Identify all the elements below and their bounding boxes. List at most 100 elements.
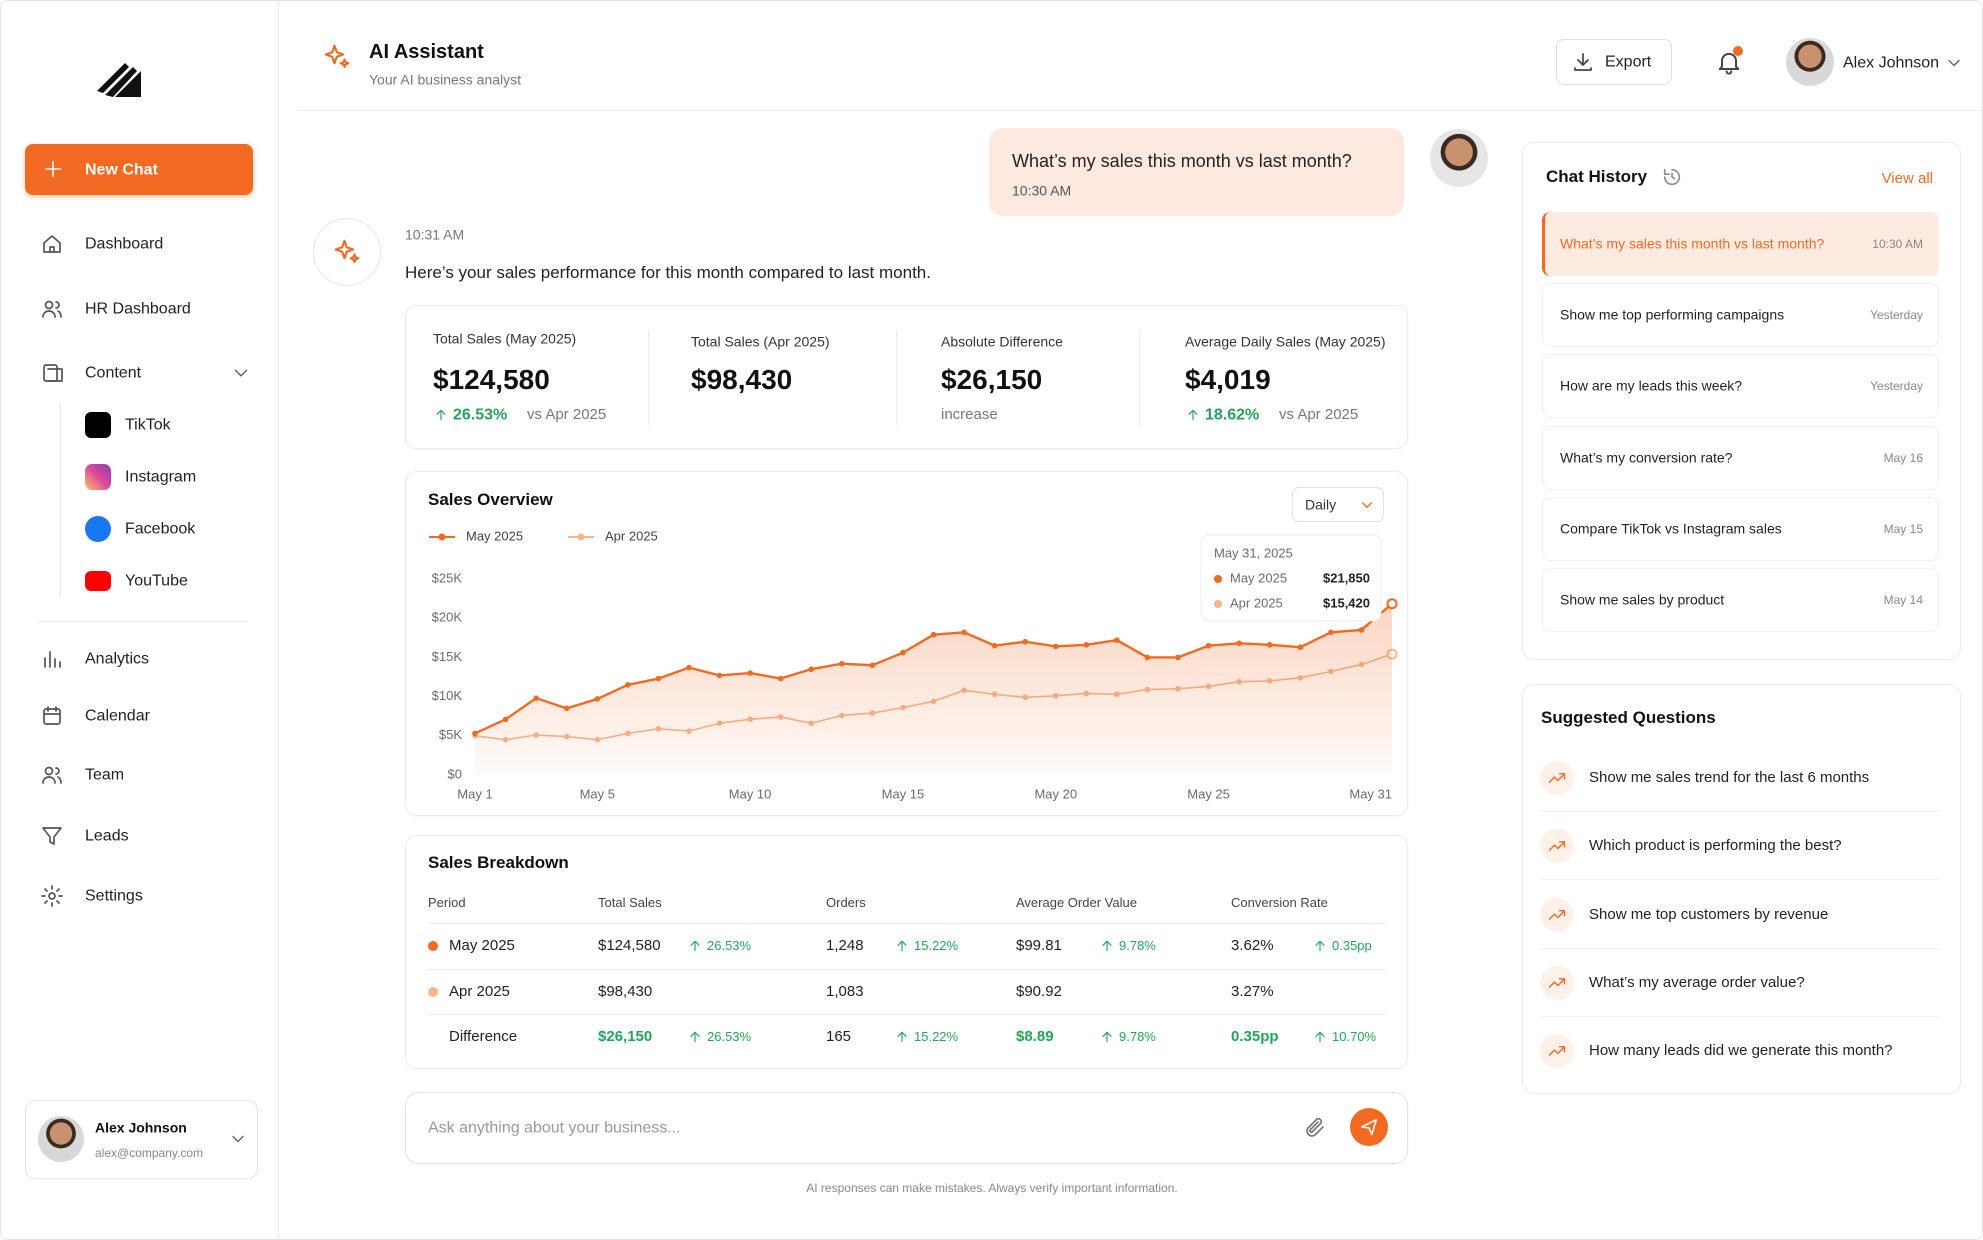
history-item[interactable] <box>1542 497 1939 561</box>
social-icon <box>85 571 111 591</box>
nav-item[interactable]: Content <box>85 364 142 382</box>
y-tick-label: $25K <box>432 570 463 585</box>
user-bubble <box>989 128 1404 216</box>
point <box>655 675 662 682</box>
column-header: Total Sales <box>598 895 662 911</box>
period-dropdown[interactable] <box>1292 487 1384 522</box>
suggested-card <box>1522 684 1961 1094</box>
y-tick-label: $0 <box>448 766 462 781</box>
row-dot <box>428 987 438 997</box>
column-header: Orders <box>826 895 866 911</box>
suggestion[interactable]: What’s my average order value? <box>1589 974 1805 991</box>
nav-item[interactable]: Analytics <box>85 650 150 668</box>
nav-item[interactable]: Calendar <box>85 707 150 725</box>
breakdown-card <box>405 835 1408 1069</box>
point <box>533 695 539 701</box>
history-text: Show me sales by product <box>1560 591 1725 608</box>
value-cell: $124,580 <box>598 937 661 954</box>
kpi-divider <box>896 330 897 425</box>
chat-input[interactable] <box>405 1092 1408 1164</box>
nav-icon <box>40 232 64 256</box>
suggestion[interactable]: Show me top customers by revenue <box>1589 906 1829 923</box>
suggestion-divider <box>1540 879 1940 880</box>
legend-label: Apr 2025 <box>605 528 658 543</box>
value-cell: 3.62% <box>1231 937 1274 954</box>
kpi-label: Absolute Difference <box>941 333 1063 350</box>
point <box>1328 629 1334 636</box>
nav-item[interactable]: Dashboard <box>85 235 164 253</box>
content-item[interactable]: YouTube <box>125 572 188 590</box>
export-button[interactable] <box>1556 39 1672 85</box>
nav-item[interactable]: HR Dashboard <box>85 300 191 318</box>
history-item[interactable] <box>1542 568 1939 632</box>
suggestion[interactable]: How many leads did we generate this mont… <box>1589 1042 1893 1059</box>
x-tick-label: May 31 <box>1349 786 1392 801</box>
x-tick-label: May 15 <box>882 786 925 801</box>
value-cell: 1,248 <box>826 937 864 954</box>
value-cell: 3.27% <box>1231 983 1274 1000</box>
history-text: What’s my sales this month vs last month… <box>1560 235 1825 252</box>
bot-icon <box>332 237 362 267</box>
point <box>1205 642 1212 649</box>
column-header: Conversion Rate <box>1231 895 1328 911</box>
legend-dot <box>438 533 446 541</box>
history-item[interactable] <box>1542 283 1939 347</box>
history-item[interactable] <box>1542 212 1939 276</box>
up-arrow <box>433 407 449 423</box>
point <box>839 660 845 667</box>
history-icon <box>1661 166 1683 188</box>
kpi-label: Average Daily Sales (May 2025) <box>1185 333 1386 350</box>
history-item[interactable] <box>1542 426 1939 490</box>
tooltip: May 31, 2025 May 2025 $21,850 Apr 2025 $15,4… <box>1200 534 1382 622</box>
value-cell: 165 <box>826 1028 852 1045</box>
input-placeholder: Ask anything about your business... <box>428 1119 681 1137</box>
chart: $0 $5K $10K $15K $20K $25K May 1 May 5 May 10 May… <box>429 528 1398 801</box>
tooltip-series: May 2025 <box>1230 570 1287 585</box>
social-icon <box>85 464 111 490</box>
nav-item[interactable]: Leads <box>85 827 129 845</box>
notification-dot <box>1733 46 1743 56</box>
y-tick-label: $5K <box>439 727 462 742</box>
chevron <box>230 362 252 384</box>
chart-card: $0 $5K $10K $15K $20K $25K May 1 May 5 May 10 May… <box>405 471 1408 816</box>
export-label: Export <box>1605 53 1652 71</box>
tooltip-dot <box>1214 575 1222 583</box>
point <box>1114 637 1120 643</box>
header-divider <box>297 110 1983 111</box>
change-cell: 15.22% <box>914 1029 959 1045</box>
up-arrow <box>687 1029 703 1045</box>
history-item[interactable] <box>1542 354 1939 418</box>
user-name: Alex Johnson <box>95 1119 187 1136</box>
history-card <box>1522 142 1961 660</box>
kpi-divider <box>648 330 649 425</box>
nav-icon <box>40 297 64 321</box>
kpi-compare: vs Apr 2025 <box>527 406 607 423</box>
bell-icon <box>1715 48 1743 76</box>
kpi-change: 26.53% <box>453 406 508 424</box>
suggestion-icon-bg <box>1540 829 1574 863</box>
social-icon <box>85 516 111 542</box>
attach-icon <box>1303 1116 1327 1140</box>
content-item[interactable]: Instagram <box>125 468 197 486</box>
send-button[interactable] <box>1350 1108 1388 1146</box>
y-tick-label: $15K <box>432 649 463 664</box>
user-chat-avatar <box>1430 129 1488 187</box>
content-item[interactable]: Facebook <box>125 520 196 538</box>
point <box>1358 627 1365 633</box>
view-all-link[interactable]: View all <box>1881 170 1933 187</box>
nav-item[interactable]: Settings <box>85 887 143 905</box>
period-cell: Difference <box>449 1028 518 1045</box>
header-avatar[interactable] <box>1786 38 1834 86</box>
nav-item[interactable]: Team <box>85 766 125 784</box>
point <box>961 629 967 636</box>
point <box>1144 654 1151 661</box>
point <box>991 642 998 649</box>
new-chat-button[interactable] <box>25 144 253 195</box>
x-tick-label: May 1 <box>457 786 492 801</box>
suggestion[interactable]: Which product is performing the best? <box>1589 837 1842 854</box>
trend-icon <box>1547 836 1567 856</box>
suggestion-icon-bg <box>1540 966 1574 1000</box>
content-item[interactable]: TikTok <box>125 416 171 434</box>
user-card[interactable] <box>25 1100 258 1179</box>
suggestion[interactable]: Show me sales trend for the last 6 month… <box>1589 769 1870 786</box>
